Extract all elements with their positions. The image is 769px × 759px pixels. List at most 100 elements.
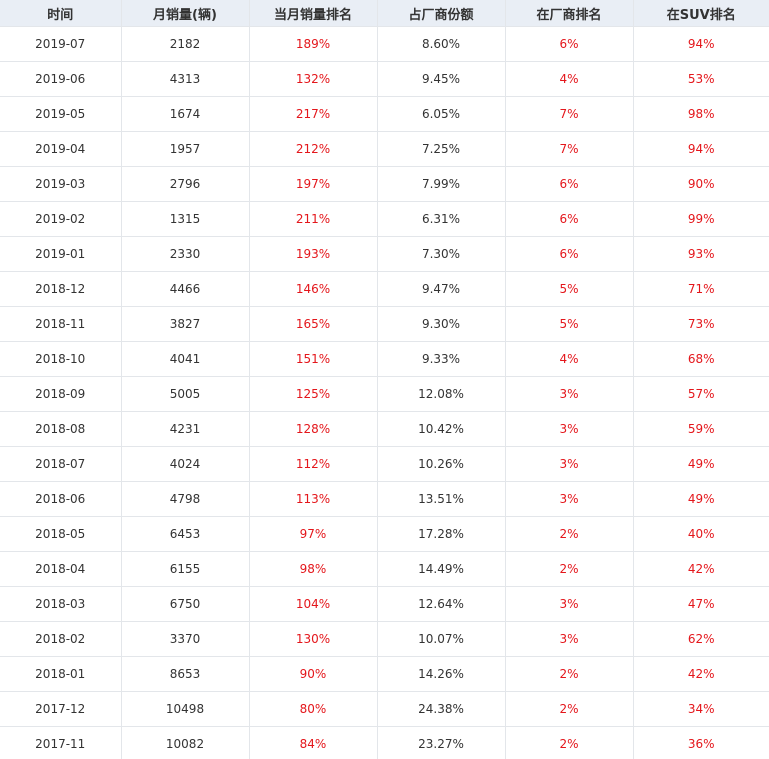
column-header: 在厂商排名 (505, 0, 634, 27)
table-cell: 2% (505, 656, 634, 692)
table-cell: 23.27% (377, 726, 506, 759)
table-cell: 2019-03 (0, 166, 122, 202)
table-cell: 5% (505, 306, 634, 342)
table-cell: 10498 (121, 691, 250, 727)
table-cell: 217% (249, 96, 378, 132)
table-cell: 146% (249, 271, 378, 307)
table-cell: 93% (633, 236, 769, 272)
table-cell: 12.64% (377, 586, 506, 622)
table-cell: 94% (633, 131, 769, 167)
table-cell: 71% (633, 271, 769, 307)
table-row: 2018-10 4041 151% 9.33% 4% 68% (0, 341, 769, 377)
table-cell: 2017-11 (0, 726, 122, 759)
table-cell: 2018-04 (0, 551, 122, 587)
table-cell: 80% (249, 691, 378, 727)
table-cell: 151% (249, 341, 378, 377)
table-cell: 4466 (121, 271, 250, 307)
table-cell: 212% (249, 131, 378, 167)
table-cell: 53% (633, 61, 769, 97)
table-row: 2018-12 4466 146% 9.47% 5% 71% (0, 271, 769, 307)
table-row: 2018-01 8653 90% 14.26% 2% 42% (0, 656, 769, 692)
table-cell: 2% (505, 551, 634, 587)
column-header: 时间 (0, 0, 122, 27)
table-cell: 42% (633, 551, 769, 587)
column-header: 在SUV排名 (633, 0, 769, 27)
table-row: 2018-04 6155 98% 14.49% 2% 42% (0, 551, 769, 587)
table-row: 2019-01 2330 193% 7.30% 6% 93% (0, 236, 769, 272)
table-cell: 62% (633, 621, 769, 657)
table-cell: 4313 (121, 61, 250, 97)
table-cell: 17.28% (377, 516, 506, 552)
column-header: 当月销量排名 (249, 0, 378, 27)
table-cell: 1674 (121, 96, 250, 132)
table-row: 2018-02 3370 130% 10.07% 3% 62% (0, 621, 769, 657)
table-cell: 10.07% (377, 621, 506, 657)
table-cell: 6453 (121, 516, 250, 552)
table-cell: 2019-04 (0, 131, 122, 167)
table-cell: 3370 (121, 621, 250, 657)
table-cell: 2018-09 (0, 376, 122, 412)
column-header: 月销量(辆) (121, 0, 250, 27)
table-cell: 3% (505, 376, 634, 412)
table-cell: 2018-06 (0, 481, 122, 517)
table-cell: 4231 (121, 411, 250, 447)
table-cell: 2018-01 (0, 656, 122, 692)
table-cell: 8653 (121, 656, 250, 692)
table-row: 2018-06 4798 113% 13.51% 3% 49% (0, 481, 769, 517)
table-cell: 14.26% (377, 656, 506, 692)
table-cell: 90% (633, 166, 769, 202)
table-cell: 98% (633, 96, 769, 132)
table-cell: 7% (505, 131, 634, 167)
table-cell: 165% (249, 306, 378, 342)
table-cell: 98% (249, 551, 378, 587)
table-cell: 2330 (121, 236, 250, 272)
table-cell: 211% (249, 201, 378, 237)
table-cell: 12.08% (377, 376, 506, 412)
table-cell: 113% (249, 481, 378, 517)
table-cell: 125% (249, 376, 378, 412)
table-cell: 10.42% (377, 411, 506, 447)
table-cell: 94% (633, 26, 769, 62)
header-row: 时间 月销量(辆) 当月销量排名 占厂商份额 在厂商排名 在SUV排名 (0, 0, 769, 27)
table-cell: 2019-02 (0, 201, 122, 237)
table-row: 2019-05 1674 217% 6.05% 7% 98% (0, 96, 769, 132)
table-cell: 49% (633, 481, 769, 517)
table-cell: 6.31% (377, 201, 506, 237)
table-cell: 7.30% (377, 236, 506, 272)
table-cell: 7% (505, 96, 634, 132)
table-cell: 5% (505, 271, 634, 307)
table-cell: 4041 (121, 341, 250, 377)
table-cell: 2017-12 (0, 691, 122, 727)
table-cell: 3% (505, 411, 634, 447)
table-cell: 73% (633, 306, 769, 342)
table-row: 2019-03 2796 197% 7.99% 6% 90% (0, 166, 769, 202)
table-cell: 13.51% (377, 481, 506, 517)
table-cell: 4% (505, 61, 634, 97)
table-cell: 10082 (121, 726, 250, 759)
table-body: 2019-07 2182 189% 8.60% 6% 94% 2019-06 4313 132%… (0, 26, 769, 759)
table-cell: 42% (633, 656, 769, 692)
table-row: 2019-07 2182 189% 8.60% 6% 94% (0, 26, 769, 62)
table-cell: 2796 (121, 166, 250, 202)
table-row: 2018-03 6750 104% 12.64% 3% 47% (0, 586, 769, 622)
table-cell: 2019-05 (0, 96, 122, 132)
table-row: 2019-06 4313 132% 9.45% 4% 53% (0, 61, 769, 97)
table-cell: 193% (249, 236, 378, 272)
table-cell: 6750 (121, 586, 250, 622)
table-cell: 2019-06 (0, 61, 122, 97)
table-cell: 4798 (121, 481, 250, 517)
table-cell: 2% (505, 691, 634, 727)
table-row: 2018-07 4024 112% 10.26% 3% 49% (0, 446, 769, 482)
table-cell: 9.30% (377, 306, 506, 342)
table-cell: 57% (633, 376, 769, 412)
table-cell: 104% (249, 586, 378, 622)
table-cell: 2018-07 (0, 446, 122, 482)
table-cell: 7.25% (377, 131, 506, 167)
table-cell: 59% (633, 411, 769, 447)
table-cell: 6155 (121, 551, 250, 587)
table-cell: 2182 (121, 26, 250, 62)
table-cell: 47% (633, 586, 769, 622)
table-cell: 84% (249, 726, 378, 759)
